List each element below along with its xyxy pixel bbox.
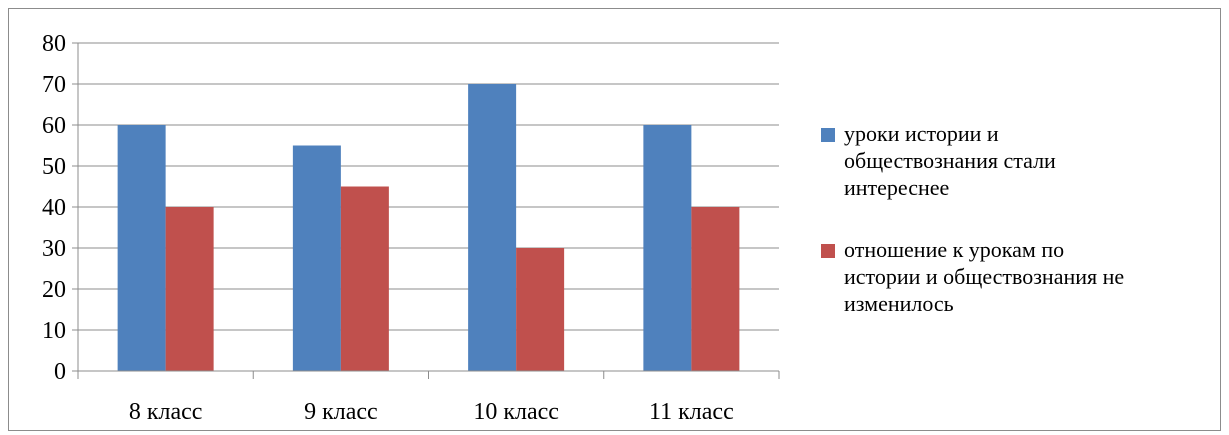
bar-series-2 (165, 207, 214, 371)
legend-label-line: истории и обществознания не (844, 264, 1124, 289)
bar-series-2 (340, 186, 389, 371)
y-tick-label: 40 (42, 195, 66, 221)
y-tick-label: 30 (42, 236, 66, 262)
legend-label-line: изменилось (844, 291, 954, 316)
bar-series-1 (643, 125, 692, 371)
chart-frame: 0 10 20 30 40 50 60 70 80 8 класс 9 класс 10 класс… (8, 8, 1221, 431)
legend-label-line: уроки истории и (844, 121, 999, 146)
legend-label-line: отношение к урокам по (844, 237, 1064, 262)
y-tick-label: 70 (42, 72, 66, 98)
axes (72, 42, 780, 379)
bar-series-1 (468, 84, 517, 371)
bar-chart: 0 10 20 30 40 50 60 70 80 8 класс 9 класс 10 класс… (42, 31, 1124, 425)
y-tick-label: 80 (42, 31, 66, 57)
bar-series-1 (292, 145, 341, 371)
bar-series-1 (117, 125, 166, 371)
y-tick-labels: 0 10 20 30 40 50 60 70 80 (42, 31, 66, 385)
y-tick-label: 20 (42, 277, 66, 303)
x-category-labels: 8 класс 9 класс 10 класс 11 класс (129, 399, 734, 425)
y-tick-label: 0 (54, 359, 66, 385)
legend-label-line: интереснее (844, 175, 949, 200)
x-category-label: 10 класс (473, 399, 559, 425)
bar-series-2 (691, 207, 740, 371)
y-tick-label: 60 (42, 113, 66, 139)
y-tick-label: 10 (42, 318, 66, 344)
bars (117, 84, 740, 371)
x-category-label: 11 класс (649, 399, 734, 425)
legend-label-line: обществознания стали (844, 148, 1056, 173)
x-category-label: 9 класс (304, 399, 378, 425)
legend-swatch (821, 244, 835, 258)
x-category-label: 8 класс (129, 399, 203, 425)
legend-swatch (821, 128, 835, 142)
bar-series-2 (516, 248, 565, 371)
y-tick-label: 50 (42, 154, 66, 180)
